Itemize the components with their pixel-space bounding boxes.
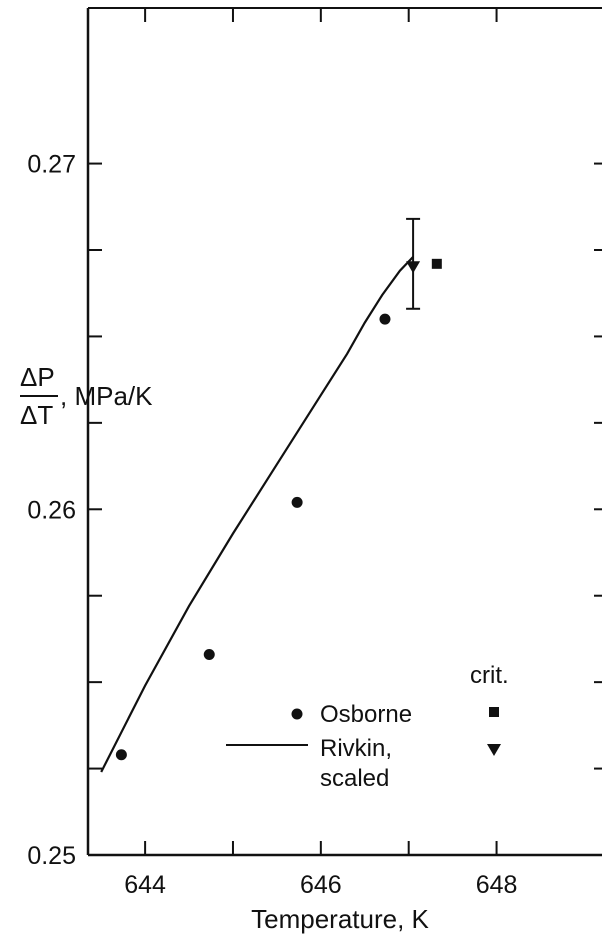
legend-osborne-label: Osborne (320, 701, 412, 728)
crit-osborne-point (431, 258, 442, 269)
plot-frame (86, 7, 602, 857)
osborne-point (379, 313, 391, 325)
legend-crit-rivkin-marker (487, 744, 501, 756)
x-tick-label: 646 (300, 871, 342, 899)
osborne-point (291, 496, 303, 508)
y-tick-label: 0.25 (27, 842, 76, 870)
x-axis-title: Temperature, K (251, 904, 429, 934)
y-axis-title-unit: , MPa/K (60, 381, 153, 411)
osborne-point (115, 749, 127, 761)
axis-ticks (88, 8, 602, 856)
legend-crit-osborne-marker (489, 707, 499, 717)
legend-crit-header: crit. (470, 662, 509, 689)
y-tick-label: 0.26 (27, 496, 76, 524)
y-tick-label: 0.27 (27, 151, 76, 179)
legend-rivkin-label-line2: scaled (320, 765, 389, 792)
y-axis-title: ΔP ΔT , MPa/K (20, 362, 153, 430)
osborne-point (203, 648, 215, 660)
axis-tick-labels: 644 646 648 0.25 0.26 0.27 (27, 151, 517, 899)
legend-osborne-marker (291, 708, 303, 720)
x-tick-label: 648 (476, 871, 518, 899)
data-points-layer (115, 217, 442, 761)
y-axis-title-denominator: ΔT (20, 400, 53, 430)
x-tick-label: 644 (124, 871, 166, 899)
crit-rivkin-point (406, 261, 421, 274)
rivkin-scaled-curve (100, 256, 414, 773)
y-axis-title-numerator: ΔP (20, 362, 55, 392)
legend-rivkin-label-line1: Rivkin, (320, 735, 392, 762)
legend: crit. Osborne Rivkin, scaled (226, 662, 509, 792)
rivkin-curve-layer (100, 256, 414, 773)
